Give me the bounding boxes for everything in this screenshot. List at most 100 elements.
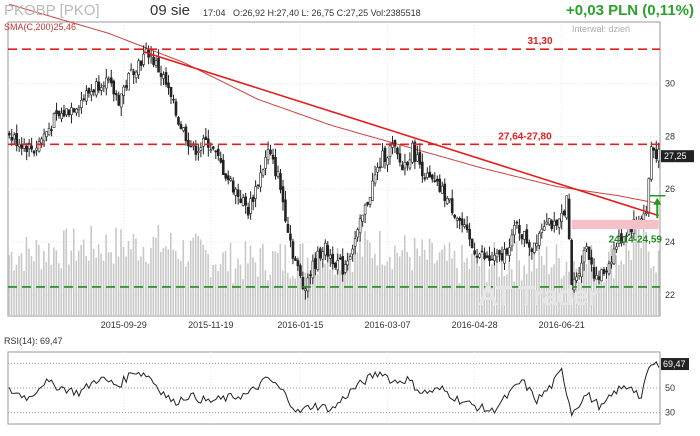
candle-body [142,53,145,65]
candle-body [495,252,499,258]
candle-body [443,183,447,201]
volume-bar [284,244,287,316]
candle-body [30,145,33,150]
volume-bar [528,253,530,316]
candle-body [490,258,494,261]
candle-body [269,149,272,155]
candle-body [510,234,514,247]
candle-body [42,133,46,142]
volume-bar [525,273,528,316]
volume-bar [289,278,292,316]
price-candles [7,42,661,300]
volume-bar [60,268,63,316]
volume-bar [421,239,423,316]
candle-body [381,150,384,168]
interval-label: Interwał: dzień [572,24,631,34]
volume-bar [214,264,217,316]
candle-body [500,253,504,261]
candle-body [378,166,382,169]
volume-bar [505,274,508,316]
candle-body [124,85,128,88]
volume-bar [438,252,441,316]
volume-bar [279,243,282,316]
candle-body [194,145,198,155]
candle-body [167,82,170,89]
volume-bar [585,263,588,316]
candle-body [60,113,63,119]
volume-bar [58,263,60,316]
candle-body [62,110,66,117]
candle-body [657,148,661,162]
candle-body [343,264,347,273]
candle-body [289,233,292,241]
volume-bar [403,235,406,316]
candle-body [77,107,81,110]
candle-body [403,161,407,169]
candle-body [348,256,352,260]
candle-body [448,198,452,201]
candle-body [328,254,332,259]
candle-body [483,252,486,259]
candle-body [366,202,369,205]
candle-body [418,151,422,165]
candle-body [528,242,531,248]
volume-bar [229,242,232,316]
volume-bar [443,244,446,316]
price-tick-label: 22 [665,290,675,300]
candle-body [388,145,392,157]
candle-body [383,147,387,162]
candle-body [35,147,38,151]
candle-body [336,260,340,271]
volume-bar [356,252,359,316]
rsi-panel: 30507069,47 [8,358,689,418]
candle-body [475,255,479,258]
candle-body [590,257,593,265]
volume-bar [120,229,122,316]
volume-bar [513,281,516,316]
volume-bar [331,268,334,316]
rsi-label: RSI(14): 69,47 [4,336,63,346]
candle-body [27,142,31,150]
volume-bar [110,252,112,316]
candle-body [152,56,155,65]
candle-body [435,178,439,182]
candle-body [396,147,399,155]
candle-body [212,146,215,149]
candle-body [485,255,489,258]
volume-bar [431,242,433,316]
volume-bar [359,239,361,316]
volume-bar [167,249,170,316]
candle-body [264,157,267,169]
candle-body [57,110,61,117]
volume-bar [35,239,38,316]
volume-bar [311,265,314,316]
candle-body [612,248,616,265]
volume-bar [194,233,197,316]
volume-bar [463,262,466,316]
volume-bar [199,239,202,316]
candle-body [291,241,295,259]
candle-body [231,180,235,193]
volume-bar [43,251,45,316]
volume-bar [336,247,339,316]
volume-bar [498,276,501,316]
volume-bar [416,248,418,316]
volume-bar [15,264,18,316]
volume-bar [538,243,540,316]
volume-bar [187,261,190,316]
candle-body [572,278,576,291]
candle-body [493,254,496,261]
candle-body [498,250,501,255]
volume-bar [30,256,33,316]
volume-bar [204,249,207,316]
candle-body [17,143,21,148]
volume-bar [622,264,625,316]
candle-body [40,138,43,144]
volume-bar [451,258,453,316]
volume-bar [642,222,645,316]
candle-body [32,150,36,154]
candle-body [368,197,372,205]
candle-body [455,218,459,221]
up-arrow-head [653,197,662,205]
volume-bar [530,271,533,316]
